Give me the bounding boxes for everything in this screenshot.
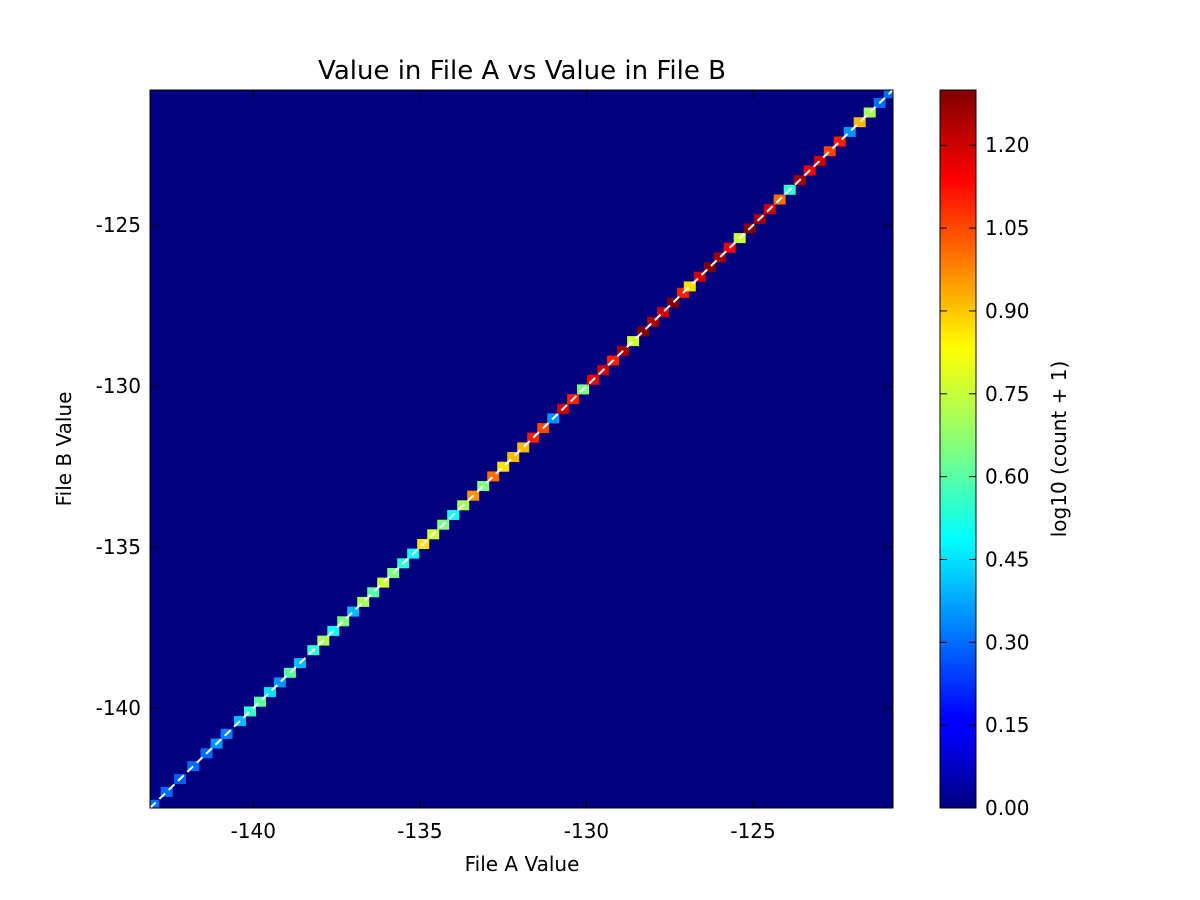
heatmap-cell bbox=[683, 281, 696, 292]
heatmap-cell bbox=[234, 716, 246, 727]
heatmap-cell bbox=[477, 481, 490, 491]
heatmap-cell bbox=[853, 117, 866, 128]
colorbar bbox=[939, 89, 977, 809]
heatmap-cell bbox=[244, 706, 256, 717]
y-tick-label: -135 bbox=[96, 535, 141, 559]
x-tick-label: -140 bbox=[231, 819, 276, 843]
heatmap-cell bbox=[647, 316, 660, 327]
heatmap-cell bbox=[713, 252, 726, 263]
heatmap-cell bbox=[283, 667, 296, 678]
y-tick-label: -125 bbox=[96, 213, 141, 237]
colorbar-tick-label: 0.00 bbox=[985, 796, 1030, 820]
heatmap-cell bbox=[823, 146, 836, 157]
x-tick-label: -135 bbox=[397, 819, 442, 843]
colorbar-tick-label: 0.60 bbox=[985, 465, 1030, 489]
x-tick-label: -130 bbox=[564, 819, 609, 843]
heatmap-cell bbox=[527, 432, 540, 443]
heatmap-cell bbox=[273, 677, 286, 688]
colorbar-tick-label: 0.90 bbox=[985, 299, 1030, 323]
heatmap-cell bbox=[667, 297, 680, 308]
heatmap-cell bbox=[337, 616, 350, 627]
heatmap-cell bbox=[347, 606, 360, 617]
y-tick-label: -140 bbox=[96, 696, 141, 720]
y-axis-ticks: -140 -135 -130 -125 bbox=[96, 213, 893, 720]
heatmap-cell bbox=[357, 596, 370, 607]
heatmap-cell bbox=[637, 326, 650, 337]
colorbar-tick-label: 1.05 bbox=[985, 216, 1030, 240]
x-axis-label: File A Value bbox=[465, 852, 580, 876]
heatmap-cell bbox=[813, 155, 826, 166]
colorbar-ticks: 0.00 0.15 0.30 0.45 0.60 0.75 0.90 1.05 1.20 bbox=[940, 133, 1030, 820]
plot-frame bbox=[149, 89, 894, 809]
colorbar-label: log10 (count + 1) bbox=[1047, 361, 1071, 538]
colorbar-tick-label: 1.20 bbox=[985, 133, 1030, 157]
heatmap-cell bbox=[703, 262, 716, 273]
heatmap-cell bbox=[254, 696, 266, 707]
chart-title: Value in File A vs Value in File B bbox=[318, 56, 726, 86]
colorbar-tick-label: 0.75 bbox=[985, 382, 1030, 406]
reference-diagonal-line bbox=[150, 90, 893, 808]
heatmap-cell bbox=[657, 307, 670, 318]
heatmap-cell bbox=[517, 442, 530, 453]
colorbar-tick-label: 0.30 bbox=[985, 630, 1030, 654]
heatmap-cell bbox=[187, 761, 200, 772]
heatmap-cell bbox=[507, 452, 520, 462]
heatmap-cell bbox=[627, 336, 640, 347]
x-tick-label: -125 bbox=[730, 819, 775, 843]
heatmap-cell bbox=[863, 107, 876, 118]
heatmap-cell bbox=[377, 577, 390, 588]
heatmap-cell bbox=[367, 587, 380, 598]
colorbar-tick-label: 0.45 bbox=[985, 547, 1030, 571]
x-axis-ticks: -140 -135 -130 -125 bbox=[231, 90, 776, 843]
heatmap-cell bbox=[693, 271, 706, 282]
heatmap-cell bbox=[263, 687, 276, 698]
heatmap-cell bbox=[160, 786, 173, 797]
heatmap-cell bbox=[833, 136, 846, 147]
colorbar-tick-label: 0.15 bbox=[985, 713, 1030, 737]
heatmap-cell bbox=[843, 126, 856, 137]
y-tick-label: -130 bbox=[96, 374, 141, 398]
heatmap-cell bbox=[497, 461, 510, 472]
y-axis-label: File B Value bbox=[52, 392, 76, 507]
heatmap-cell bbox=[487, 471, 500, 482]
